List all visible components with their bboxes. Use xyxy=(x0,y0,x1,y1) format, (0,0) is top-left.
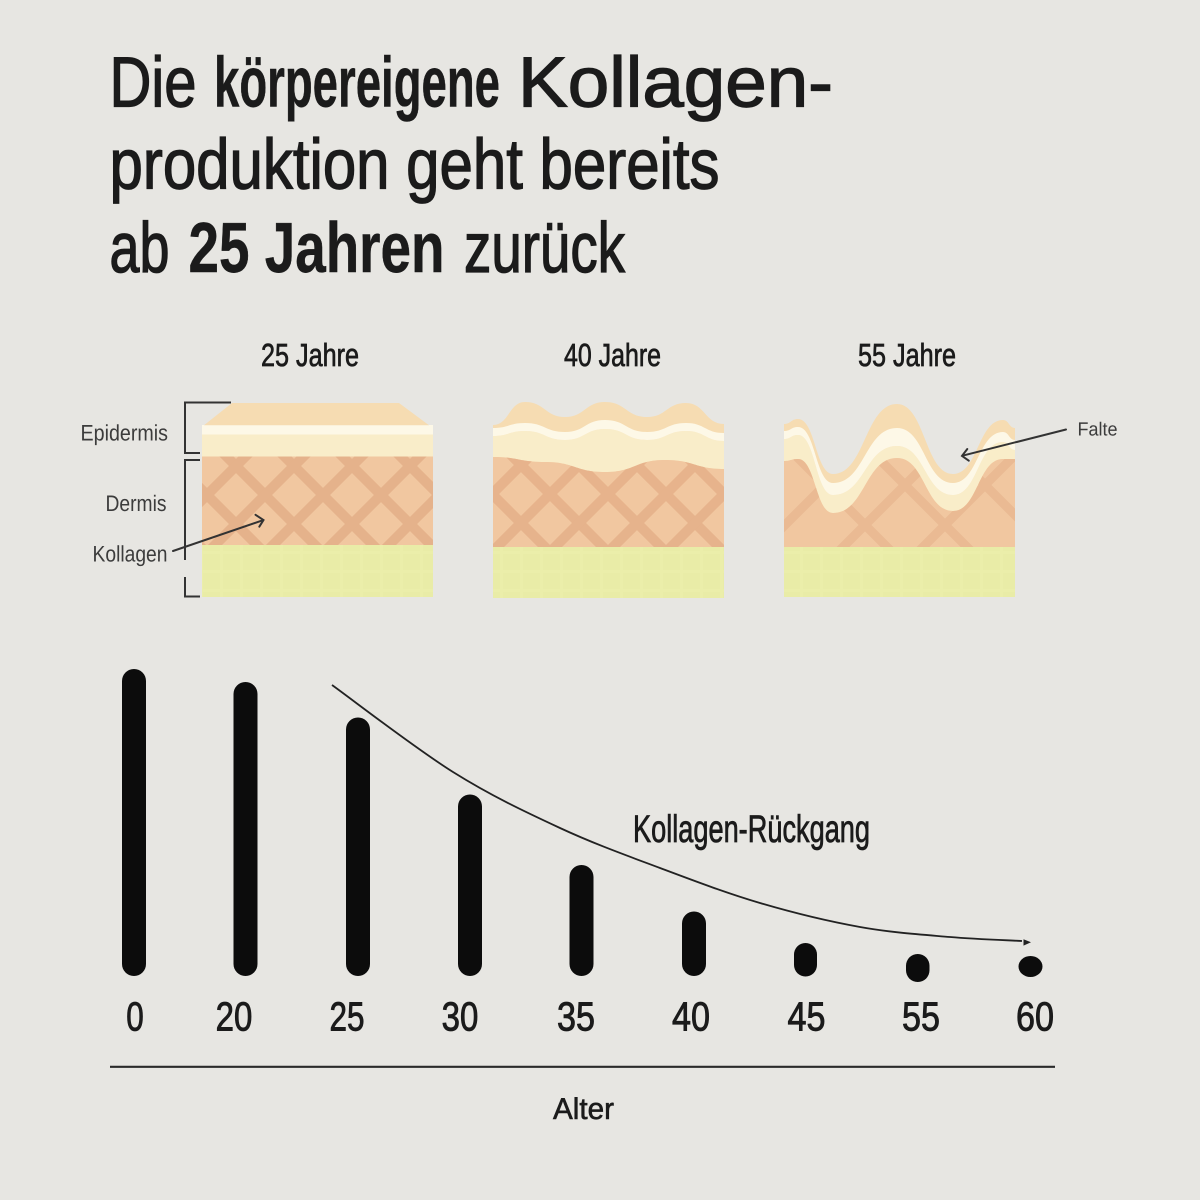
svg-text:25 Jahren: 25 Jahren xyxy=(189,209,445,288)
svg-text:Falte: Falte xyxy=(1078,420,1118,441)
svg-text:Die: Die xyxy=(110,44,197,123)
svg-text:55 Jahre: 55 Jahre xyxy=(858,337,956,373)
svg-text:45: 45 xyxy=(788,994,826,1040)
svg-text:25 Jahre: 25 Jahre xyxy=(261,337,359,373)
svg-text:25: 25 xyxy=(330,994,365,1040)
svg-text:55: 55 xyxy=(902,994,940,1040)
svg-text:35: 35 xyxy=(557,994,595,1040)
svg-text:produktion geht bereits: produktion geht bereits xyxy=(110,126,720,205)
svg-text:ab: ab xyxy=(110,209,170,288)
svg-text:40: 40 xyxy=(672,994,710,1040)
svg-text:Kollagen-Rückgang: Kollagen-Rückgang xyxy=(633,808,870,851)
svg-text:Kollagen: Kollagen xyxy=(93,542,168,567)
svg-text:Kollagen-: Kollagen- xyxy=(518,44,833,123)
svg-text:Epidermis: Epidermis xyxy=(81,421,169,446)
svg-text:zurück: zurück xyxy=(464,209,625,288)
svg-text:Dermis: Dermis xyxy=(106,491,167,516)
svg-text:20: 20 xyxy=(216,994,253,1040)
svg-text:40 Jahre: 40 Jahre xyxy=(564,337,661,373)
svg-text:Alter: Alter xyxy=(553,1093,614,1126)
svg-text:0: 0 xyxy=(126,994,144,1040)
svg-text:körpereigene: körpereigene xyxy=(214,44,500,123)
svg-text:60: 60 xyxy=(1016,994,1054,1040)
svg-text:30: 30 xyxy=(442,994,479,1040)
